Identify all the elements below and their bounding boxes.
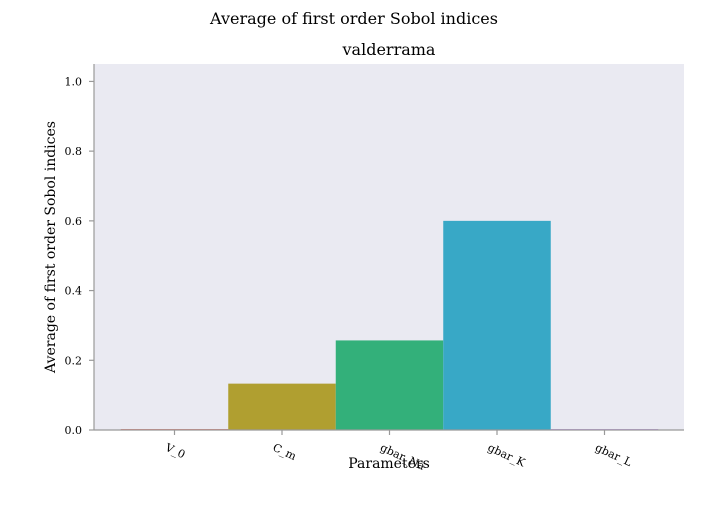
y-tick-label: 0.0 <box>65 424 83 437</box>
chart-title: valderrama <box>342 40 436 59</box>
bar-c-m <box>228 383 336 430</box>
chart-suptitle: Average of first order Sobol indices <box>209 9 498 28</box>
bar-gbar-k <box>443 220 551 430</box>
y-tick-label: 0.8 <box>65 145 83 158</box>
y-tick-label: 0.4 <box>65 285 83 298</box>
x-tick-label-c-m: C_m <box>271 441 299 463</box>
y-axis-label: Average of first order Sobol indices <box>43 121 59 374</box>
x-tick-label-v-0: V_0 <box>162 441 187 462</box>
y-ticks-group: 0.0 0.2 0.4 0.6 0.8 1.0 <box>65 75 94 437</box>
x-axis-label: Parameters <box>348 456 430 472</box>
y-tick-label: 0.6 <box>65 215 83 228</box>
y-tick-label: 0.2 <box>65 354 83 367</box>
x-tick-label-gbar-l: gbar_L <box>593 441 634 469</box>
bar-gbar-na <box>335 340 444 430</box>
x-tick-label-gbar-k: gbar_K <box>486 441 528 470</box>
y-tick-label: 1.0 <box>65 75 83 88</box>
